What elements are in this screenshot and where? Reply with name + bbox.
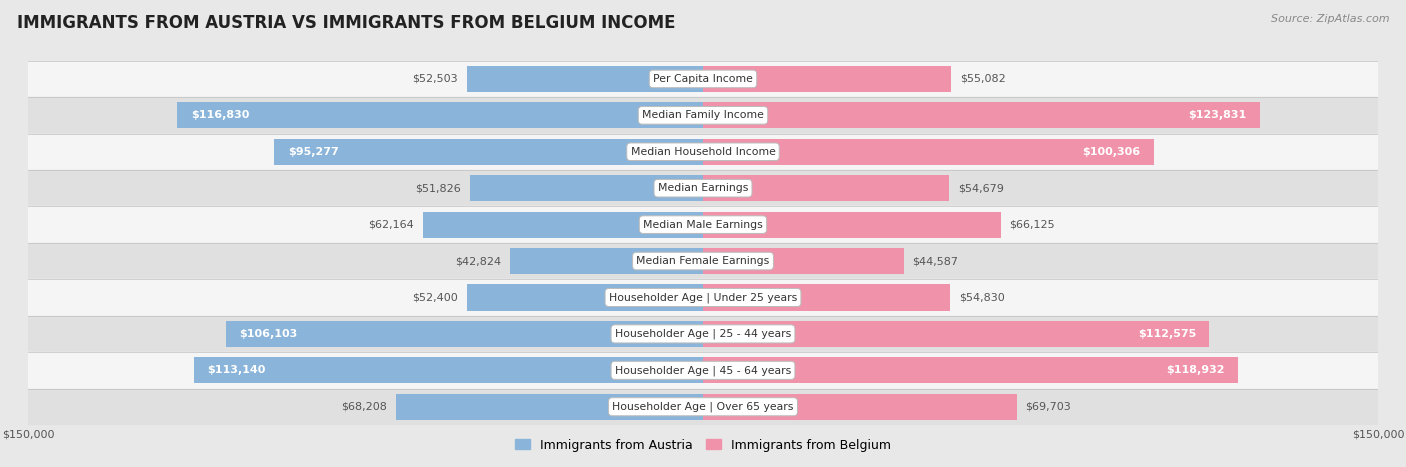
Bar <box>510 248 703 274</box>
Bar <box>28 61 1378 97</box>
Bar <box>703 212 1001 238</box>
Text: $113,140: $113,140 <box>208 365 266 375</box>
Text: $112,575: $112,575 <box>1137 329 1197 339</box>
Text: Householder Age | 25 - 44 years: Householder Age | 25 - 44 years <box>614 329 792 339</box>
Bar <box>28 279 1378 316</box>
Bar <box>703 102 1260 128</box>
Text: $116,830: $116,830 <box>191 110 249 120</box>
Bar <box>28 316 1378 352</box>
Text: $100,306: $100,306 <box>1083 147 1140 157</box>
Bar <box>225 321 703 347</box>
Bar <box>703 284 949 311</box>
Text: Householder Age | Over 65 years: Householder Age | Over 65 years <box>612 402 794 412</box>
Text: $62,164: $62,164 <box>368 219 415 230</box>
Text: $55,082: $55,082 <box>960 74 1005 84</box>
Bar <box>467 284 703 311</box>
Text: $54,679: $54,679 <box>957 183 1004 193</box>
Bar <box>28 243 1378 279</box>
Bar <box>274 139 703 165</box>
Bar <box>703 139 1154 165</box>
Text: IMMIGRANTS FROM AUSTRIA VS IMMIGRANTS FROM BELGIUM INCOME: IMMIGRANTS FROM AUSTRIA VS IMMIGRANTS FR… <box>17 14 675 32</box>
Text: $54,830: $54,830 <box>959 292 1004 303</box>
Text: Median Earnings: Median Earnings <box>658 183 748 193</box>
Bar <box>28 206 1378 243</box>
Bar <box>177 102 703 128</box>
Text: $123,831: $123,831 <box>1188 110 1247 120</box>
Bar <box>703 66 950 92</box>
Text: $69,703: $69,703 <box>1025 402 1071 412</box>
Bar <box>703 394 1017 420</box>
Bar <box>470 175 703 201</box>
Text: $95,277: $95,277 <box>288 147 339 157</box>
Text: $68,208: $68,208 <box>342 402 387 412</box>
Text: $52,400: $52,400 <box>412 292 458 303</box>
Bar <box>703 357 1239 383</box>
Text: Median Female Earnings: Median Female Earnings <box>637 256 769 266</box>
Bar <box>28 170 1378 206</box>
Bar <box>703 175 949 201</box>
Bar <box>28 97 1378 134</box>
Bar <box>28 389 1378 425</box>
Text: Per Capita Income: Per Capita Income <box>652 74 754 84</box>
Text: $118,932: $118,932 <box>1166 365 1225 375</box>
Legend: Immigrants from Austria, Immigrants from Belgium: Immigrants from Austria, Immigrants from… <box>516 439 890 452</box>
Text: $66,125: $66,125 <box>1010 219 1054 230</box>
Bar <box>703 248 904 274</box>
Text: Householder Age | 45 - 64 years: Householder Age | 45 - 64 years <box>614 365 792 375</box>
Text: Median Family Income: Median Family Income <box>643 110 763 120</box>
Text: Median Male Earnings: Median Male Earnings <box>643 219 763 230</box>
Text: $42,824: $42,824 <box>456 256 502 266</box>
Text: $106,103: $106,103 <box>239 329 297 339</box>
Text: Median Household Income: Median Household Income <box>630 147 776 157</box>
Text: Householder Age | Under 25 years: Householder Age | Under 25 years <box>609 292 797 303</box>
Text: $52,503: $52,503 <box>412 74 458 84</box>
Bar <box>423 212 703 238</box>
Bar <box>28 134 1378 170</box>
Text: Source: ZipAtlas.com: Source: ZipAtlas.com <box>1271 14 1389 24</box>
Bar <box>28 352 1378 389</box>
Bar <box>194 357 703 383</box>
Bar <box>396 394 703 420</box>
Bar <box>467 66 703 92</box>
Bar <box>703 321 1209 347</box>
Text: $44,587: $44,587 <box>912 256 959 266</box>
Text: $51,826: $51,826 <box>415 183 461 193</box>
